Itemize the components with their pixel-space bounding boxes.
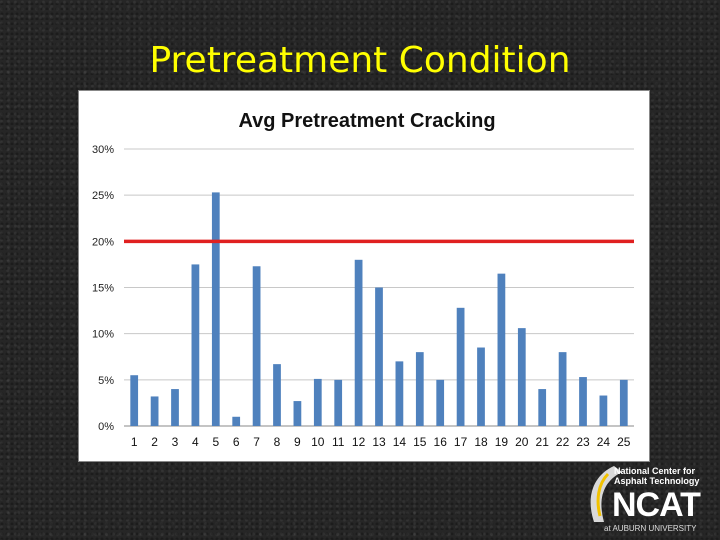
logo-line1: National Center for — [614, 466, 696, 476]
y-tick-label: 0% — [98, 421, 114, 433]
bar-13 — [375, 287, 383, 426]
x-tick-label: 16 — [434, 435, 448, 449]
logo-line2: Asphalt Technology — [614, 476, 700, 486]
x-tick-label: 15 — [413, 435, 427, 449]
bar-15 — [415, 352, 424, 426]
x-tick-label: 17 — [454, 435, 468, 449]
x-tick-label: 19 — [495, 435, 509, 449]
x-tick-label: 10 — [311, 435, 325, 449]
bar-2 — [150, 396, 159, 426]
x-tick-label: 18 — [474, 435, 488, 449]
bar-11 — [334, 379, 343, 426]
ncat-logo: National Center for Asphalt Technology N… — [584, 462, 716, 538]
bar-12 — [354, 259, 363, 426]
x-tick-label: 13 — [372, 435, 386, 449]
bar-8 — [273, 364, 281, 426]
bar-14 — [395, 361, 404, 426]
y-tick-label: 25% — [92, 190, 114, 202]
y-tick-label: 10% — [92, 329, 114, 341]
bar-21 — [538, 389, 547, 426]
x-tick-label: 25 — [617, 435, 631, 449]
road-swoosh-icon — [590, 466, 622, 522]
chart-title: Avg Pretreatment Cracking — [238, 110, 495, 132]
x-tick-label: 22 — [556, 435, 570, 449]
y-tick-label: 30% — [92, 144, 114, 156]
x-tick-label: 1 — [131, 435, 138, 449]
bar-chart: Avg Pretreatment Cracking 0% 5% 10% 15% 20% 2… — [92, 110, 634, 449]
x-tick-label: 20 — [515, 435, 529, 449]
bar-22 — [558, 352, 567, 426]
bar-3 — [171, 389, 179, 426]
logo-mark: NCAT — [612, 486, 701, 524]
x-tick-label: 4 — [192, 435, 199, 449]
x-tick-label: 6 — [233, 435, 240, 449]
x-tick-label: 14 — [393, 435, 407, 449]
slide-title: Pretreatment Condition — [149, 40, 571, 81]
x-tick-label: 3 — [172, 435, 179, 449]
x-tick-label: 2 — [151, 435, 158, 449]
bar-25 — [619, 379, 628, 426]
bar-16 — [436, 379, 445, 426]
bar-7 — [252, 266, 261, 426]
bar-20 — [517, 328, 526, 426]
bar-5 — [211, 192, 220, 426]
bar-24 — [599, 395, 608, 426]
bar-19 — [497, 273, 506, 426]
x-tick-label: 5 — [212, 435, 219, 449]
bar-10 — [313, 378, 322, 426]
x-axis-ticks: 1 2 3 4 5 6 7 8 9 10 11 12 13 14 15 16 17 18 19 20 21 22 23 24 2… — [131, 435, 631, 449]
x-tick-label: 9 — [294, 435, 301, 449]
bar-1 — [130, 375, 139, 426]
bar-23 — [579, 377, 587, 426]
bars — [130, 192, 628, 426]
bar-6 — [232, 416, 241, 426]
x-tick-label: 21 — [536, 435, 550, 449]
x-tick-label: 12 — [352, 435, 366, 449]
logo-subtitle: at AUBURN UNIVERSITY — [604, 524, 697, 533]
bar-18 — [477, 347, 485, 426]
y-tick-label: 20% — [92, 236, 114, 248]
chart-panel: Avg Pretreatment Cracking 0% 5% 10% 15% 20% 2… — [78, 90, 650, 462]
bar-9 — [293, 401, 302, 426]
x-tick-label: 8 — [274, 435, 281, 449]
y-tick-label: 5% — [98, 375, 114, 387]
x-tick-label: 23 — [576, 435, 590, 449]
x-tick-label: 24 — [597, 435, 611, 449]
bar-4 — [191, 264, 200, 426]
x-tick-label: 7 — [253, 435, 260, 449]
y-tick-label: 15% — [92, 283, 114, 295]
bar-17 — [456, 307, 465, 426]
x-tick-label: 11 — [332, 435, 345, 449]
y-axis-ticks: 0% 5% 10% 15% 20% 25% 30% — [92, 144, 114, 433]
